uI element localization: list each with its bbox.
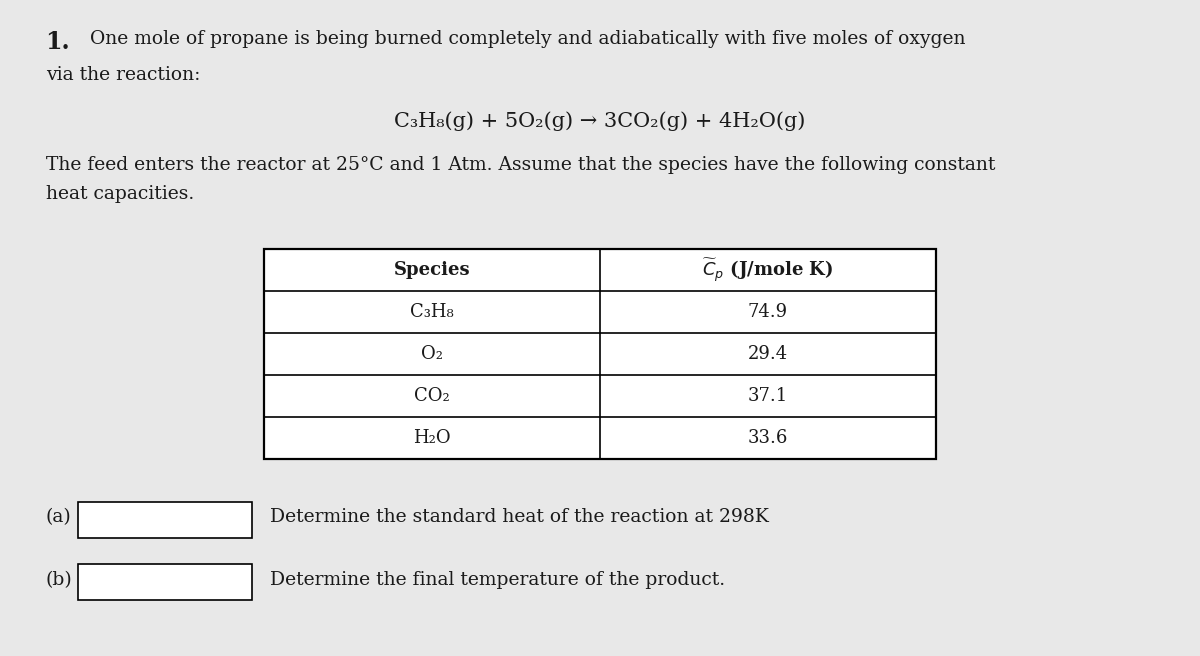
Text: heat capacities.: heat capacities. (46, 185, 194, 203)
Text: 29.4: 29.4 (748, 345, 788, 363)
Text: C₃H₈: C₃H₈ (410, 303, 454, 321)
Text: Determine the final temperature of the product.: Determine the final temperature of the p… (270, 571, 725, 588)
Text: C₃H₈(g) + 5O₂(g) → 3CO₂(g) + 4H₂O(g): C₃H₈(g) + 5O₂(g) → 3CO₂(g) + 4H₂O(g) (395, 112, 805, 131)
Text: via the reaction:: via the reaction: (46, 66, 200, 83)
Bar (78, 502, 252, 538)
Text: Determine the standard heat of the reaction at 298K: Determine the standard heat of the react… (270, 508, 769, 526)
Text: 33.6: 33.6 (748, 429, 788, 447)
Text: $\widetilde{C}_p$ (J/mole K): $\widetilde{C}_p$ (J/mole K) (702, 256, 834, 284)
Text: The feed enters the reactor at 25°C and 1 Atm. Assume that the species have the : The feed enters the reactor at 25°C and … (46, 156, 995, 174)
Text: (a): (a) (46, 508, 71, 526)
Bar (78, 564, 252, 600)
Text: O₂: O₂ (421, 345, 443, 363)
Text: 1.: 1. (46, 30, 71, 54)
Text: Species: Species (394, 261, 470, 279)
Text: 74.9: 74.9 (748, 303, 788, 321)
Bar (264, 249, 936, 459)
Bar (264, 249, 936, 459)
Text: H₂O: H₂O (413, 429, 451, 447)
Text: (b): (b) (46, 571, 72, 588)
Text: 37.1: 37.1 (748, 387, 788, 405)
Text: One mole of propane is being burned completely and adiabatically with five moles: One mole of propane is being burned comp… (90, 30, 966, 47)
Text: CO₂: CO₂ (414, 387, 450, 405)
